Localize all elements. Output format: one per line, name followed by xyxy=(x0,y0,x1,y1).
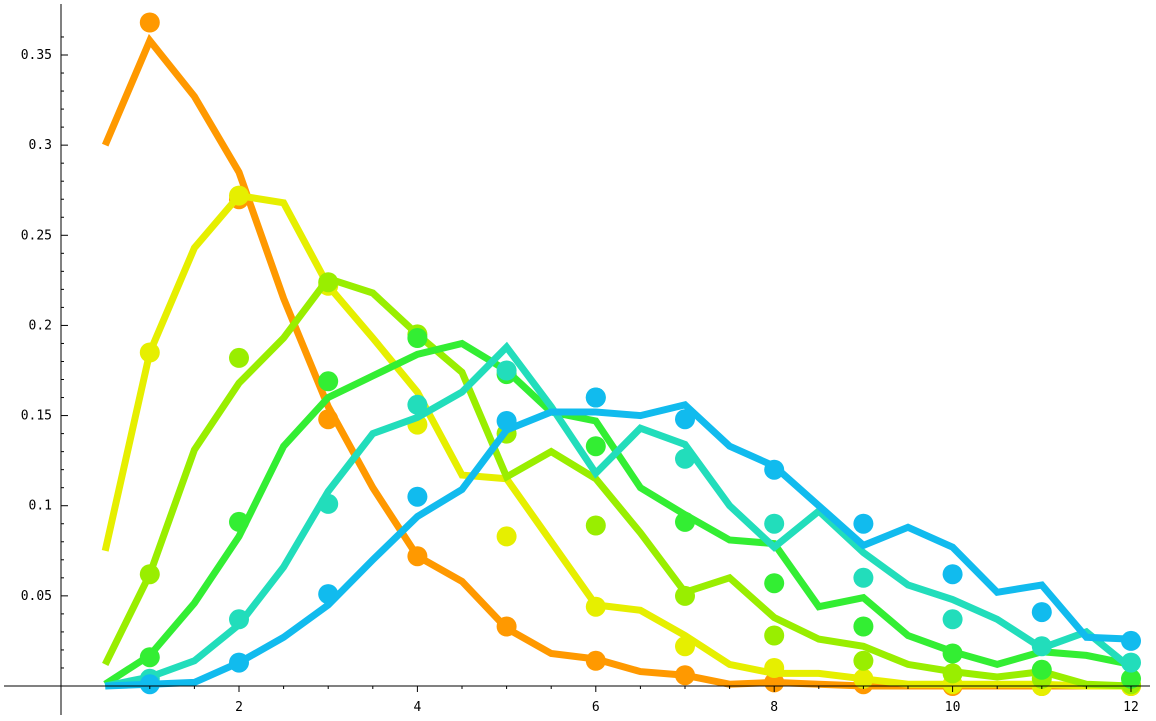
series-5-point xyxy=(229,609,249,630)
y-tick-label: 0.1 xyxy=(29,499,52,514)
series-2-point xyxy=(585,596,606,617)
series-3 xyxy=(102,272,1141,695)
series-4-point xyxy=(318,371,339,392)
series-5 xyxy=(104,341,1141,690)
series-2-point xyxy=(853,668,874,689)
series-6-point xyxy=(407,486,428,507)
series-6-point xyxy=(942,564,963,585)
series-5-point xyxy=(853,567,874,588)
series-2-point xyxy=(139,342,160,363)
series-6-point xyxy=(585,387,606,408)
series-4-point xyxy=(1031,659,1052,680)
series-4-point xyxy=(407,328,428,348)
series-1-point xyxy=(496,616,517,637)
series-3-point xyxy=(853,650,874,671)
series-3-point xyxy=(139,564,160,585)
series-2-point xyxy=(229,185,249,206)
series-5-point xyxy=(764,513,785,534)
series-4-point xyxy=(853,616,874,637)
series-3-point xyxy=(942,663,963,684)
y-tick-label: 0.25 xyxy=(21,228,52,243)
series-3-point xyxy=(318,272,339,293)
series-5-point xyxy=(675,448,695,469)
series-6-line xyxy=(105,400,1132,690)
series-3-point xyxy=(229,347,249,368)
x-tick-label: 6 xyxy=(592,700,600,715)
x-tick-label: 10 xyxy=(945,700,961,715)
series-3-line xyxy=(102,274,1132,690)
series-6-point xyxy=(318,584,339,605)
series-6-point xyxy=(675,409,695,430)
series-4-point xyxy=(942,643,963,664)
series-6-point xyxy=(764,459,785,480)
axes-layer xyxy=(4,4,1150,715)
series-4-point xyxy=(229,511,249,532)
series-layer xyxy=(101,12,1141,696)
series-4-point xyxy=(1121,668,1141,689)
series-6-point xyxy=(139,674,160,695)
series-6-point xyxy=(853,513,874,534)
series-4-point xyxy=(585,436,606,457)
y-tick-label: 0.15 xyxy=(21,409,52,424)
series-2-point xyxy=(496,526,517,547)
series-4-point xyxy=(139,647,160,668)
x-tick-label: 2 xyxy=(235,700,243,715)
series-5-point xyxy=(318,493,339,514)
series-1-point xyxy=(139,12,160,33)
series-2-point xyxy=(764,658,785,678)
series-4-point xyxy=(764,573,785,594)
series-4-point xyxy=(675,511,695,532)
series-6-point xyxy=(229,652,249,673)
series-1-point xyxy=(764,672,785,693)
y-tick-label: 0.35 xyxy=(21,48,52,63)
ticks-layer: 2 4 6 8 10 12 0.05 0.1 0.15 0.2 0.25 0.3 0.35 xyxy=(21,36,1139,715)
x-tick-label: 12 xyxy=(1123,700,1139,715)
x-tick-label: 4 xyxy=(413,700,421,715)
series-3-point xyxy=(675,585,695,606)
series-5-point xyxy=(407,394,428,415)
series-5-point xyxy=(942,609,963,630)
y-tick-label: 0.05 xyxy=(21,589,52,604)
series-5-point xyxy=(496,360,517,381)
series-1-point xyxy=(318,409,339,430)
series-6-point xyxy=(1121,630,1141,651)
y-tick-label: 0.2 xyxy=(29,318,52,333)
y-tick-label: 0.3 xyxy=(29,138,52,153)
series-1-point xyxy=(675,665,695,686)
series-5-line xyxy=(104,341,1134,690)
series-6 xyxy=(105,387,1141,695)
series-3-point xyxy=(585,515,606,536)
series-1-point xyxy=(407,546,428,567)
series-5-point xyxy=(1121,652,1141,673)
series-3-point xyxy=(764,625,785,646)
x-tick-label: 8 xyxy=(770,700,778,715)
series-5-point xyxy=(1031,636,1052,657)
series-2-point xyxy=(675,636,695,657)
series-4-line xyxy=(103,339,1132,688)
series-6-point xyxy=(1031,602,1052,623)
series-1-point xyxy=(585,650,606,671)
series-6-point xyxy=(496,411,517,431)
